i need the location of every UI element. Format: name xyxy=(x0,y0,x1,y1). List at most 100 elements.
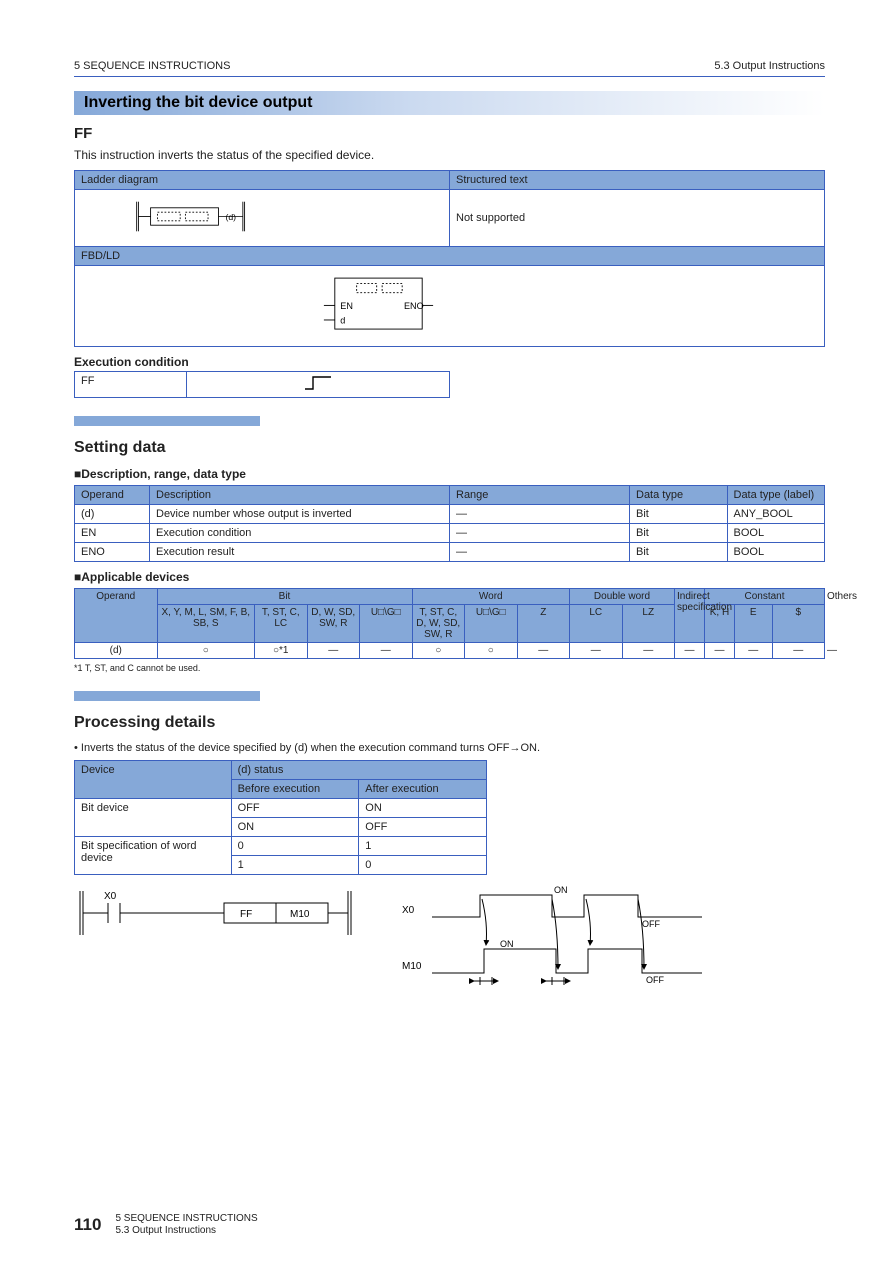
tbl-cell: — xyxy=(450,505,630,524)
proc-td: ON xyxy=(231,818,359,837)
op3-sub: E xyxy=(735,605,773,643)
svg-text:ON: ON xyxy=(554,885,568,895)
proc-th: (d) status xyxy=(231,761,486,780)
op3-sub: U□\G□ xyxy=(465,605,518,643)
proc-th: After execution xyxy=(359,780,487,799)
tbl-cell: Bit xyxy=(630,505,728,524)
section-heading: Inverting the bit device output xyxy=(74,91,825,115)
op3-head: Double word xyxy=(570,589,675,605)
proc-td: OFF xyxy=(359,818,487,837)
svg-text:X0: X0 xyxy=(402,905,415,916)
proc-td: ON xyxy=(359,799,487,818)
proc-td: Bit device xyxy=(75,799,232,837)
proc-td: 1 xyxy=(231,856,359,875)
ladder-col-head: Ladder diagram xyxy=(75,171,450,190)
svg-text:X0: X0 xyxy=(104,891,117,902)
tbl-cell: BOOL xyxy=(727,524,825,543)
tbl-head: Data type (label) xyxy=(727,486,825,505)
header-left: 5 SEQUENCE INSTRUCTIONS xyxy=(74,60,230,72)
tbl-cell: BOOL xyxy=(727,543,825,562)
op3-cell: — xyxy=(705,643,735,659)
header-right: 5.3 Output Instructions xyxy=(714,60,825,72)
ladder-table: Ladder diagram Structured text (d) Not s xyxy=(74,170,825,347)
tbl-cell: Device number whose output is inverted xyxy=(150,505,450,524)
intro-text: This instruction inverts the status of t… xyxy=(74,148,825,162)
tbl-head: Operand xyxy=(75,486,150,505)
fbd-en: EN xyxy=(340,301,353,311)
tbl-head: Description xyxy=(150,486,450,505)
proc-td: 0 xyxy=(231,837,359,856)
fbd-head: FBD/LD xyxy=(75,247,825,266)
tbl-cell: (d) xyxy=(75,505,150,524)
page-footer: 110 5 SEQUENCE INSTRUCTIONS 5.3 Output I… xyxy=(74,1213,825,1237)
op3-cell: — xyxy=(675,643,705,659)
proc-td: OFF xyxy=(231,799,359,818)
tbl-cell: ENO xyxy=(75,543,150,562)
tbl-head: Range xyxy=(450,486,630,505)
operand-desc-title: ■Description, range, data type xyxy=(74,467,825,481)
setting-data-title: Setting data xyxy=(74,439,825,457)
tbl-cell: Execution result xyxy=(150,543,450,562)
proc-status-table: Device (d) status Before execution After… xyxy=(74,760,487,875)
timing-diagram-svg: X0 ON OFF M10 ON OFF xyxy=(402,883,712,993)
op3-cell: — xyxy=(622,643,675,659)
op3-sub: LZ xyxy=(622,605,675,643)
exec-cond-instr: FF xyxy=(75,372,187,398)
op3-head: Indirect specification xyxy=(675,589,705,643)
op3-cell: — xyxy=(735,643,773,659)
footer-line2: 5.3 Output Instructions xyxy=(115,1225,216,1236)
svg-text:M10: M10 xyxy=(290,909,310,920)
tbl-head: Data type xyxy=(630,486,728,505)
tbl-cell: Bit xyxy=(630,543,728,562)
op3-head: Operand xyxy=(75,589,158,643)
svg-text:(d): (d) xyxy=(225,212,236,222)
page-number: 110 xyxy=(74,1215,101,1235)
exec-cond-table: FF xyxy=(74,371,450,398)
st-col-head: Structured text xyxy=(450,171,825,190)
mnemonic-label: FF xyxy=(74,125,825,142)
op3-cell: — xyxy=(360,643,413,659)
header-rule xyxy=(74,76,825,77)
svg-text:ON: ON xyxy=(500,939,514,949)
footnote: *1 T, ST, and C cannot be used. xyxy=(74,663,825,673)
proc-td: Bit specification of word device xyxy=(75,837,232,875)
svg-text:OFF: OFF xyxy=(642,919,660,929)
op3-sub: X, Y, M, L, SM, F, B, SB, S xyxy=(157,605,255,643)
exec-cond-symbol xyxy=(187,372,449,398)
tbl-cell: Bit xyxy=(630,524,728,543)
proc-th: Before execution xyxy=(231,780,359,799)
applicable-devices-table: Operand Bit Word Double word Indirect sp… xyxy=(74,588,825,659)
op3-sub: D, W, SD, SW, R xyxy=(307,605,360,643)
proc-ladder-svg: X0 FF M10 xyxy=(74,883,374,943)
ladder-diagram-cell: (d) xyxy=(75,190,450,247)
op3-cell: — xyxy=(772,643,825,659)
op3-sub: T, ST, C, D, W, SD, SW, R xyxy=(412,605,465,643)
op3-sub: LC xyxy=(570,605,623,643)
proc-td: 0 xyxy=(359,856,487,875)
tbl-cell: EN xyxy=(75,524,150,543)
tbl-cell: Execution condition xyxy=(150,524,450,543)
tbl-cell: — xyxy=(450,543,630,562)
tbl-cell: ANY_BOOL xyxy=(727,505,825,524)
op3-sub: Z xyxy=(517,605,570,643)
op3-cell: ○ xyxy=(412,643,465,659)
op3-sub: T, ST, C, LC xyxy=(255,605,308,643)
op3-sub: $ xyxy=(772,605,825,643)
exec-cond-label: Execution condition xyxy=(74,355,825,369)
svg-text:FF: FF xyxy=(240,909,252,920)
op3-cell: — xyxy=(307,643,360,659)
fbd-d: d xyxy=(340,316,345,326)
proc-td: 1 xyxy=(359,837,487,856)
fbd-eno: ENO xyxy=(404,301,424,311)
op3-cell: ○*1 xyxy=(255,643,308,659)
op3-cell: ○ xyxy=(465,643,518,659)
op3-sub: U□\G□ xyxy=(360,605,413,643)
fbd-cell: EN ENO d xyxy=(75,266,825,347)
op3-cell: ○ xyxy=(157,643,255,659)
footer-line1: 5 SEQUENCE INSTRUCTIONS xyxy=(115,1213,257,1224)
op3-head: Word xyxy=(412,589,570,605)
st-not-supported: Not supported xyxy=(450,190,825,247)
op3-cell: — xyxy=(570,643,623,659)
proc-th: Device xyxy=(75,761,232,799)
operand-table: Operand Description Range Data type Data… xyxy=(74,485,825,562)
